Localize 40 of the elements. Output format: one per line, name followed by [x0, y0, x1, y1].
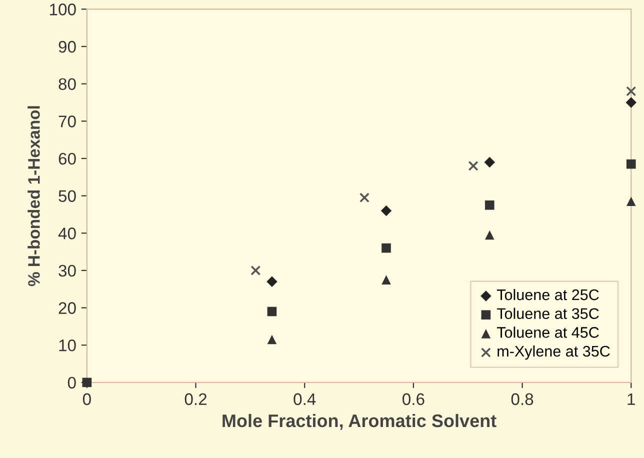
- point: [484, 230, 494, 240]
- y-tick-label: 100: [50, 4, 76, 16]
- x-tick-label: 0.2: [184, 393, 207, 406]
- legend-label: m-Xylene at 35C: [498, 345, 610, 360]
- y-tick-label: 10: [59, 340, 76, 352]
- y-tick-label: 40: [58, 228, 76, 240]
- y-tick-label: 60: [58, 152, 76, 165]
- y-tick-label: 0: [68, 376, 76, 389]
- point: [468, 160, 478, 171]
- y-tick-label: 20: [58, 302, 76, 314]
- legend-label: Toluene at 45C: [496, 326, 599, 338]
- point: [359, 192, 370, 203]
- point: [626, 159, 636, 169]
- y-tick-label: 80: [58, 78, 76, 90]
- point: [267, 334, 277, 344]
- y-tick-label: 90: [58, 40, 76, 53]
- point: [267, 306, 277, 316]
- point: [626, 97, 636, 108]
- point: [266, 276, 278, 288]
- x-axis-title: Mole Fraction, Aromatic Solvent: [222, 414, 496, 430]
- point: [484, 156, 496, 168]
- point: [626, 86, 636, 96]
- point: [380, 205, 392, 216]
- x-tick-label: 0: [82, 393, 91, 406]
- legend-label: Toluene at 25C: [496, 288, 599, 300]
- x-tick-label: 1: [628, 393, 635, 405]
- x-tick-label: 0.8: [511, 393, 534, 406]
- point: [484, 200, 494, 210]
- x-tick-label: 0.6: [402, 393, 424, 406]
- point: [250, 265, 261, 276]
- point: [82, 378, 92, 388]
- point: [382, 243, 391, 253]
- y-tick-label: 50: [58, 190, 76, 202]
- y-tick-label: 70: [58, 116, 76, 128]
- y-axis-title: % H-bonded 1-Hexanol: [28, 106, 40, 286]
- point: [382, 275, 391, 284]
- legend-label: Toluene at 35C: [496, 308, 599, 320]
- x-tick-label: 0.4: [294, 393, 316, 406]
- point: [626, 196, 636, 206]
- y-tick-label: 30: [58, 264, 76, 277]
